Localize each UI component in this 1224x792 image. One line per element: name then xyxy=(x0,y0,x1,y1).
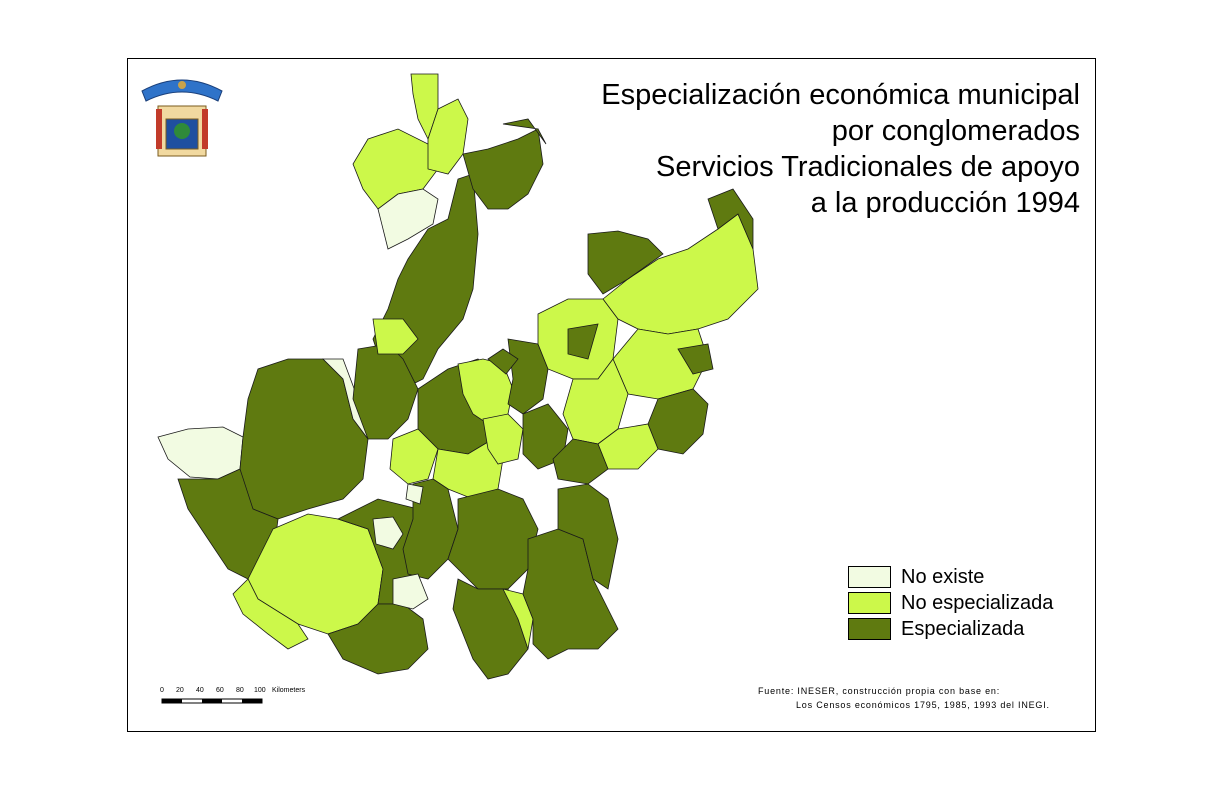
title-line-2: por conglomerados xyxy=(831,115,1080,147)
source-line-1: Fuente: INESER, construcción propia con … xyxy=(758,686,1001,696)
title-line-1: Especialización económica municipal xyxy=(601,79,1080,111)
scale-tick-0: 0 xyxy=(160,687,164,694)
legend-item-especializada: Especializada xyxy=(848,616,1053,642)
university-emblem xyxy=(141,79,223,157)
emblem-flag-right xyxy=(202,109,208,149)
legend-item-no-especializada: No especializada xyxy=(848,590,1053,616)
emblem-tree-icon xyxy=(174,123,190,139)
region-central-dark-c xyxy=(402,478,459,580)
scale-bar: 0 20 40 60 80 100 Kilometers xyxy=(158,687,318,697)
region-south-lower xyxy=(327,603,429,675)
source-note: Fuente: INESER, construcción propia con … xyxy=(758,684,1050,712)
scale-tick-40: 40 xyxy=(196,687,204,694)
legend-swatch-especializada xyxy=(848,618,891,640)
legend-label-no-existe: No existe xyxy=(901,565,985,588)
scale-tick-100: 100 xyxy=(254,687,266,694)
region-north-dark-1 xyxy=(462,128,544,210)
title-line-4: a la producción 1994 xyxy=(810,187,1080,219)
region-north-noexiste xyxy=(377,188,439,250)
choropleth-map xyxy=(141,73,759,704)
emblem-banner xyxy=(141,79,223,102)
scale-unit-label: Kilometers xyxy=(272,687,306,694)
emblem-top-ornament xyxy=(178,81,186,89)
scale-bar-graphic xyxy=(161,698,263,704)
scale-ticks: 0 20 40 60 80 100 Kilometers xyxy=(158,687,318,697)
map-title: Especialización económica municipal por … xyxy=(601,77,1080,221)
region-north-dark-2 xyxy=(502,118,547,145)
state-regions xyxy=(157,73,759,680)
emblem-flag-left xyxy=(156,109,162,149)
legend-item-no-existe: No existe xyxy=(848,564,1053,590)
region-center-light-d xyxy=(482,413,524,465)
region-central-light-b xyxy=(389,428,439,485)
region-east-dark-6 xyxy=(567,323,599,360)
title-line-3: Servicios Tradicionales de apoyo xyxy=(656,151,1080,183)
region-central-noexiste-b xyxy=(405,483,424,505)
legend-swatch-no-existe xyxy=(848,566,891,588)
region-north-light-3 xyxy=(427,98,469,175)
region-center-dark-g xyxy=(487,348,519,375)
scale-tick-60: 60 xyxy=(216,687,224,694)
legend: No existe No especializada Especializada xyxy=(848,564,1053,642)
region-central-noexiste-a xyxy=(372,516,404,550)
legend-swatch-no-especializada xyxy=(848,592,891,614)
scale-tick-80: 80 xyxy=(236,687,244,694)
region-central-dark-d xyxy=(447,488,539,590)
scale-tick-20: 20 xyxy=(176,687,184,694)
map-frame: Especialización económica municipal por … xyxy=(127,58,1096,732)
region-south-central-dark xyxy=(452,578,529,680)
region-south-light-b xyxy=(502,588,534,650)
region-coast-south xyxy=(232,578,309,650)
source-line-2: Los Censos económicos 1795, 1985, 1993 d… xyxy=(796,700,1050,710)
region-southeast-dark-7 xyxy=(557,483,619,590)
region-east-dark-3 xyxy=(677,343,714,375)
legend-label-especializada: Especializada xyxy=(901,617,1025,640)
region-noexiste-south xyxy=(392,573,429,610)
region-west-no-existe xyxy=(157,426,244,480)
region-east-dark-5 xyxy=(552,438,609,485)
region-central-light-a xyxy=(372,318,419,355)
region-east-dark-1 xyxy=(707,188,754,250)
legend-label-no-especializada: No especializada xyxy=(901,591,1054,614)
region-east-dark-2 xyxy=(587,230,664,295)
